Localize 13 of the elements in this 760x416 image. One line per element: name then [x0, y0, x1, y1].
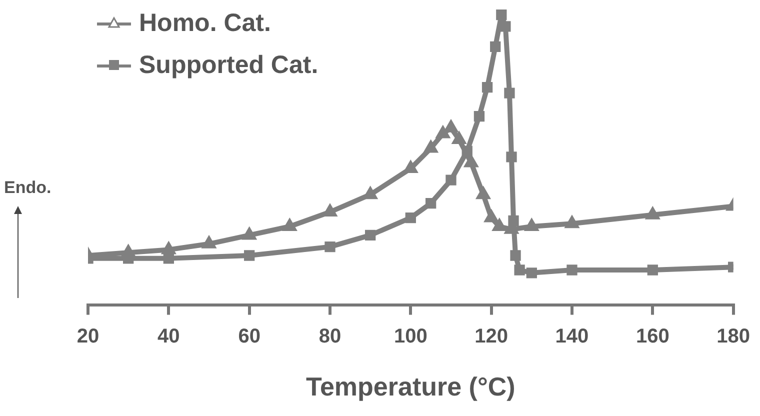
x-tick-label: 40	[158, 325, 180, 348]
x-axis-title: Temperature (°C)	[306, 372, 516, 402]
x-tick-label: 20	[76, 325, 100, 348]
x-tick-label: 80	[318, 325, 342, 348]
x-tick-label: 180	[716, 325, 750, 348]
x-tick-label: 140	[555, 325, 589, 348]
x-tick-label: 160	[636, 325, 670, 348]
legend-label: Homo. Cat.	[139, 8, 271, 38]
x-tick-label: 100	[394, 325, 428, 348]
legend-label: Supported Cat.	[139, 50, 318, 80]
x-tick-label: 120	[474, 325, 508, 348]
x-tick-label: 60	[238, 325, 260, 348]
y-axis-title: Endo.	[4, 178, 52, 198]
